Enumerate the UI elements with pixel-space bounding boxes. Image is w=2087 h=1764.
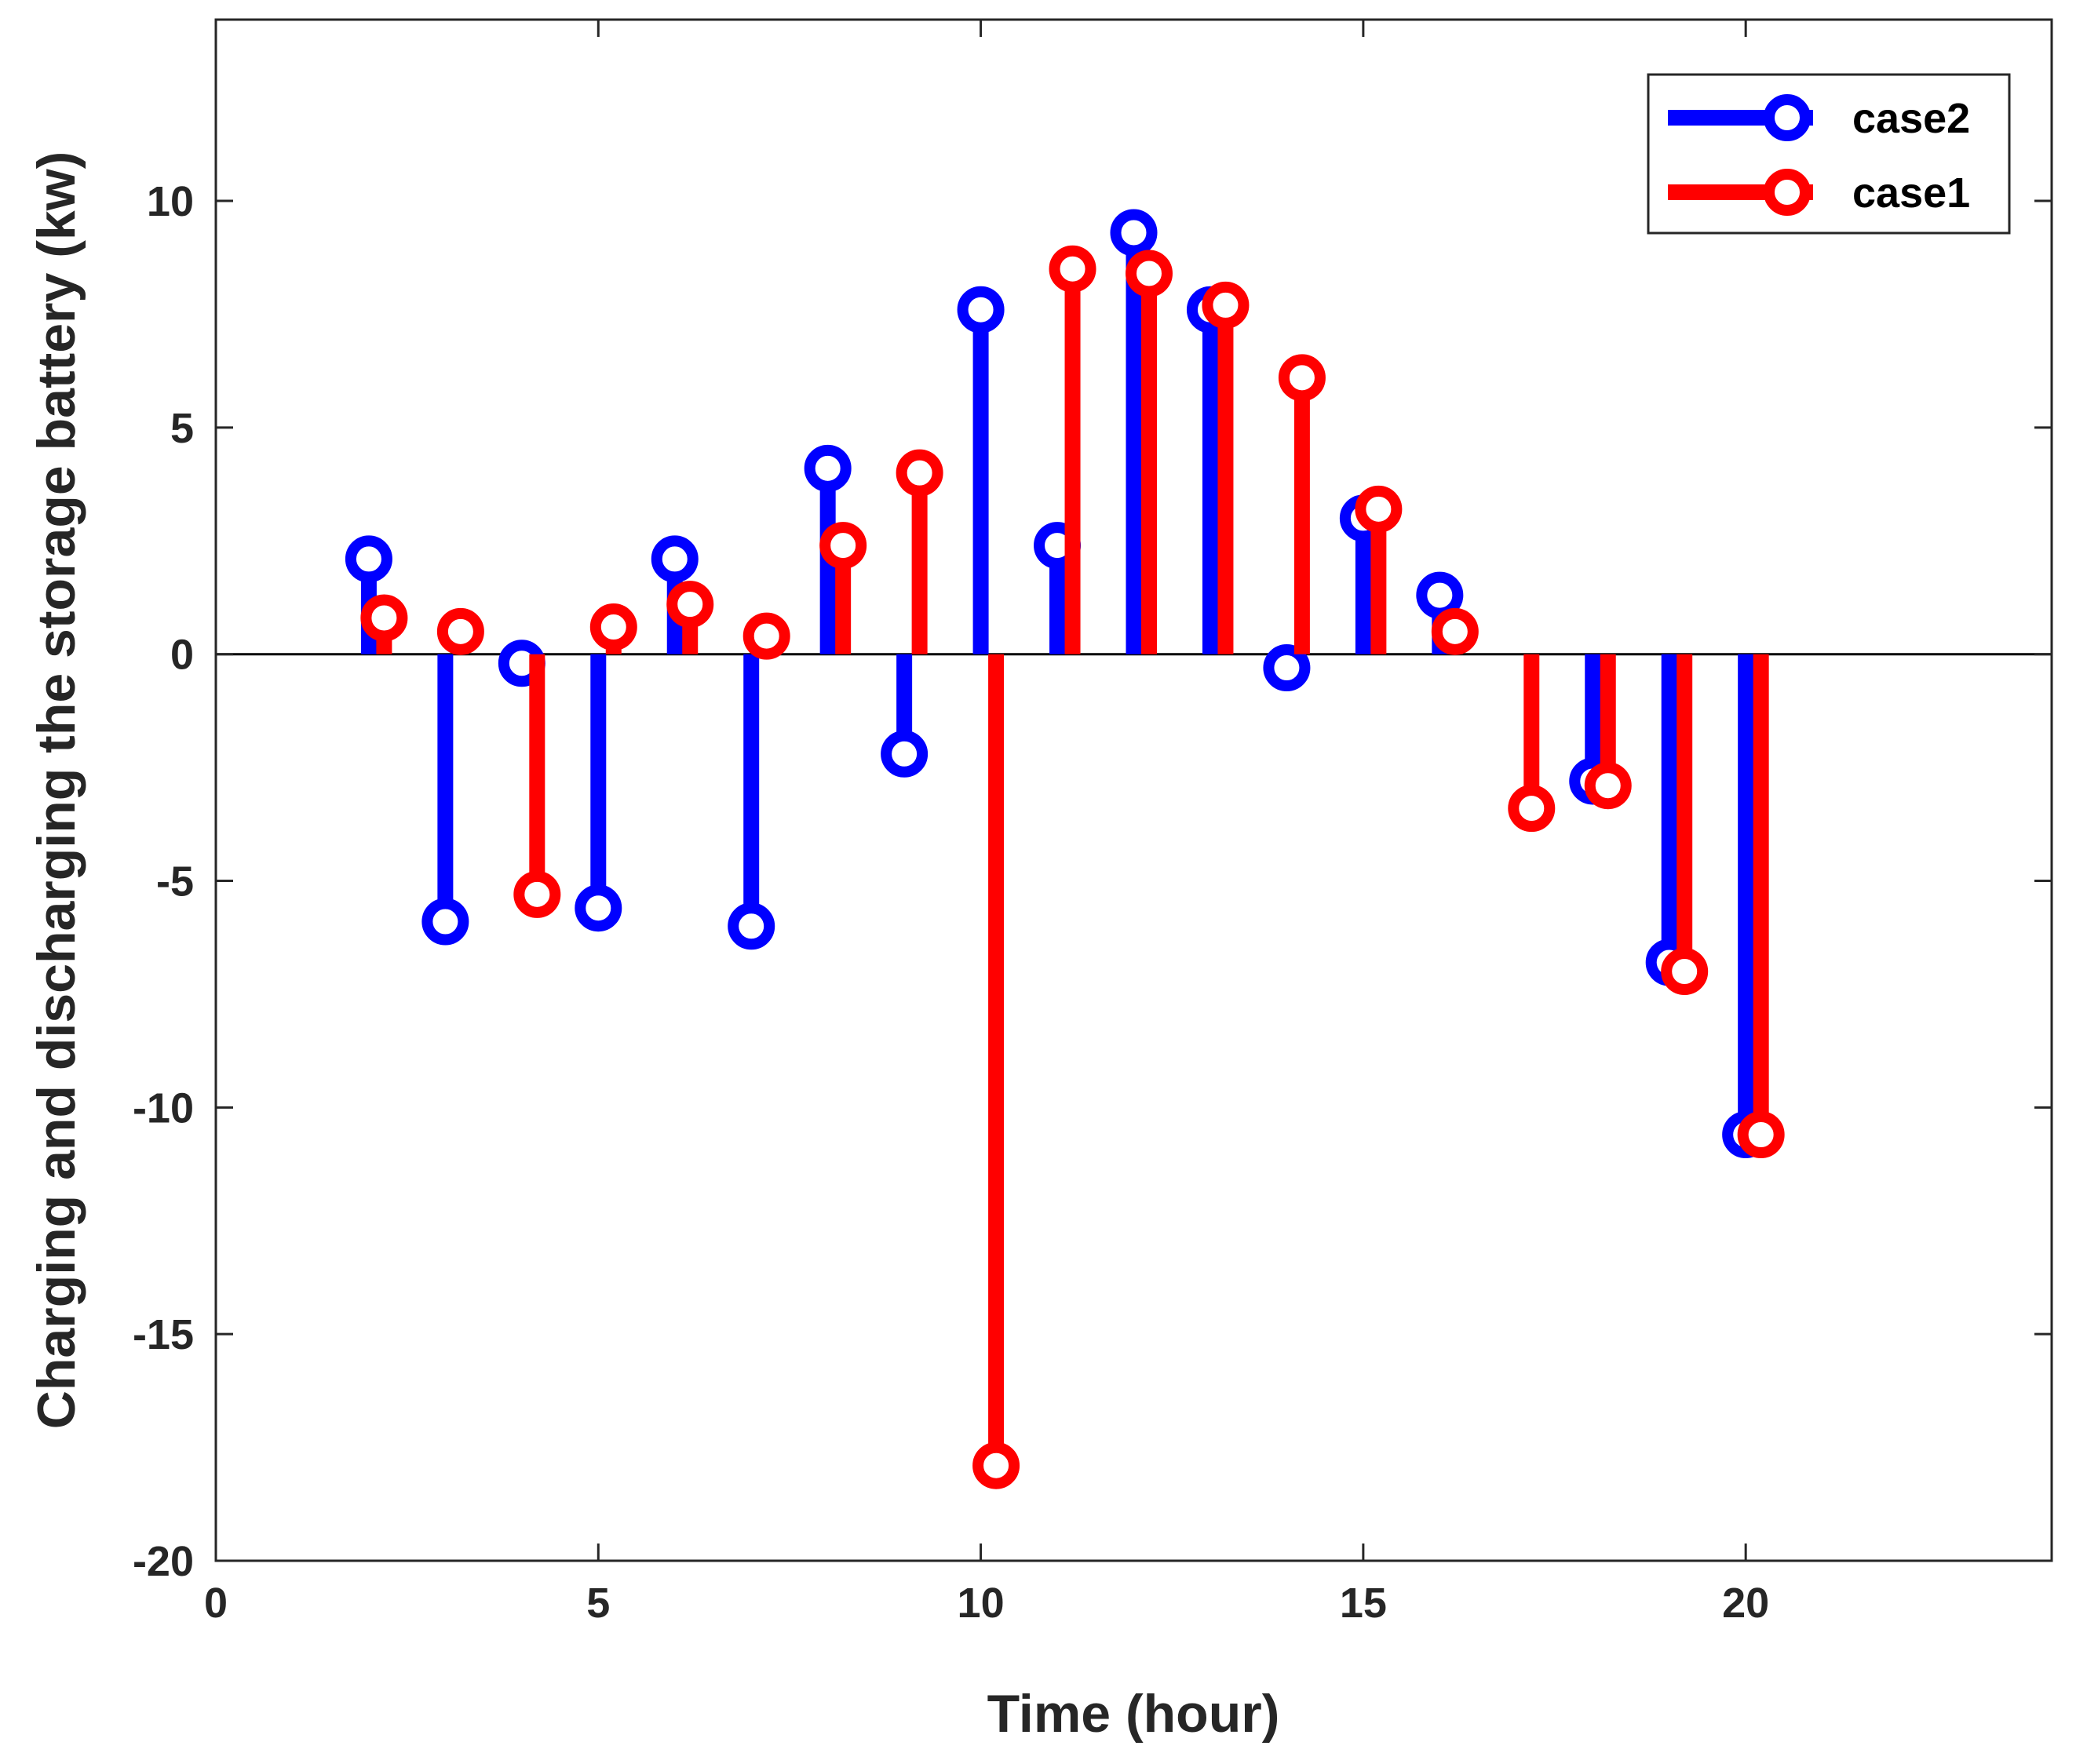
x-tick-label: 5 bbox=[586, 1580, 610, 1627]
case1-marker bbox=[1584, 762, 1632, 810]
case1-marker bbox=[1049, 245, 1096, 293]
case1-marker bbox=[1278, 354, 1326, 402]
case1-marker bbox=[666, 581, 714, 629]
y-tick-label: 10 bbox=[147, 178, 194, 225]
x-tick-label: 20 bbox=[1722, 1580, 1769, 1627]
legend-label-case2: case2 bbox=[1852, 95, 1970, 142]
case2-marker bbox=[575, 884, 622, 932]
case1-marker bbox=[1431, 607, 1479, 655]
case2-marker bbox=[1416, 571, 1464, 619]
case1-marker bbox=[742, 612, 790, 660]
case2-marker bbox=[1110, 209, 1158, 257]
case1-marker bbox=[819, 522, 867, 570]
legend-box bbox=[1647, 73, 2011, 235]
case1-marker bbox=[436, 607, 484, 655]
case1-marker bbox=[1737, 1111, 1785, 1159]
legend: case2 case1 bbox=[1647, 73, 2011, 235]
case1-marker bbox=[1125, 250, 1173, 297]
case2-marker bbox=[651, 535, 699, 583]
case1-marker bbox=[896, 449, 943, 497]
legend-marker-case1 bbox=[1764, 169, 1811, 216]
series-case1 bbox=[360, 245, 1785, 1489]
case1-marker bbox=[972, 1441, 1020, 1489]
case2-marker bbox=[804, 444, 852, 492]
case2-marker bbox=[881, 730, 929, 778]
legend-marker-case2 bbox=[1764, 94, 1811, 141]
case2-marker bbox=[728, 902, 775, 950]
case1-marker bbox=[513, 870, 561, 918]
y-tick-label: 5 bbox=[170, 405, 194, 452]
x-tick-label: 15 bbox=[1340, 1580, 1387, 1627]
case2-marker bbox=[1263, 644, 1311, 692]
case1-marker bbox=[360, 594, 408, 642]
y-tick-label: 0 bbox=[170, 632, 194, 679]
x-tick-label: 10 bbox=[958, 1580, 1005, 1627]
case1-marker bbox=[1661, 948, 1709, 996]
case1-marker bbox=[1355, 485, 1403, 533]
y-tick-label: -20 bbox=[133, 1538, 194, 1585]
legend-label-case1: case1 bbox=[1852, 169, 1970, 217]
y-tick-label: -10 bbox=[133, 1084, 194, 1132]
x-axis-title: Time (hour) bbox=[987, 1684, 1280, 1744]
case1-marker bbox=[1202, 281, 1250, 329]
case1-marker bbox=[589, 603, 637, 651]
case2-marker bbox=[957, 286, 1005, 333]
case1-marker bbox=[1508, 785, 1556, 833]
case2-marker bbox=[345, 535, 392, 583]
x-tick-label: 0 bbox=[204, 1580, 228, 1627]
axes-box bbox=[214, 18, 2053, 1562]
y-tick-label: -5 bbox=[156, 858, 194, 906]
y-tick-label: -15 bbox=[133, 1311, 194, 1358]
case2-marker bbox=[421, 898, 469, 946]
y-axis-title: Charging and discharging the storage bat… bbox=[27, 151, 86, 1429]
